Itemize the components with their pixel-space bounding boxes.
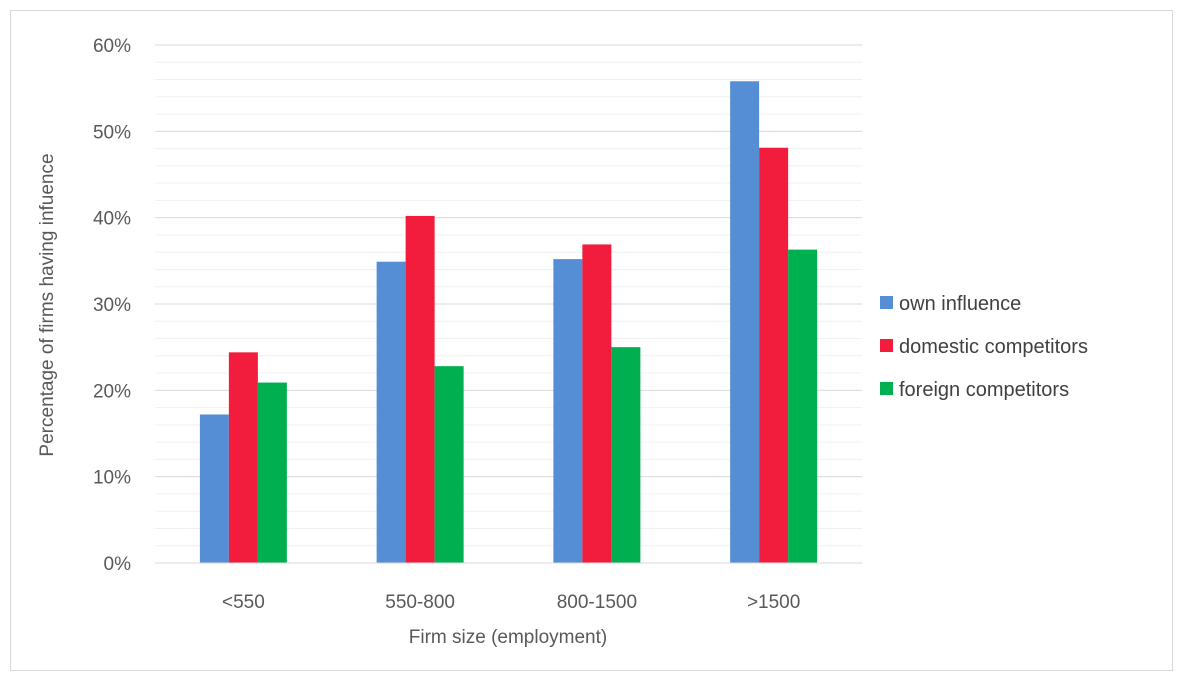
x-tick-label: <550: [222, 592, 265, 613]
bars: [199, 81, 818, 564]
y-tick-label: 50%: [93, 122, 131, 143]
bar-own-influence-1: [376, 261, 406, 563]
y-tick-label: 40%: [93, 209, 131, 230]
y-tick-label: 10%: [93, 468, 131, 489]
axes: 0% 10% 20% 30% 40% 50% 60% <550 550-800 800-1500 >…: [93, 36, 862, 613]
y-tick-label: 0%: [104, 554, 132, 575]
bar-domestic-competitors-3: [759, 147, 789, 563]
bar-own-influence-3: [730, 81, 760, 563]
bar-foreign-competitors-2: [611, 347, 641, 563]
legend-swatch: [880, 382, 893, 395]
y-tick-label: 60%: [93, 36, 131, 57]
x-tick-label: 550-800: [385, 592, 455, 613]
x-tick-label: >1500: [747, 592, 800, 613]
bar-domestic-competitors-0: [228, 352, 258, 563]
y-axis-title: Percentage of firms having infuence: [37, 153, 58, 456]
y-tick-label: 30%: [93, 295, 131, 316]
x-axis-title: Firm size (employment): [409, 627, 607, 648]
legend-label: foreign competitors: [899, 379, 1069, 401]
bar-own-influence-2: [553, 259, 583, 563]
bar-own-influence-0: [199, 414, 229, 563]
legend-label: own influence: [899, 293, 1021, 315]
x-tick-label: 800-1500: [557, 592, 637, 613]
legend-swatch: [880, 339, 893, 352]
bar-domestic-competitors-1: [405, 215, 435, 563]
legend-label: domestic competitors: [899, 336, 1088, 358]
legend-swatch: [880, 296, 893, 309]
y-tick-label: 20%: [93, 381, 131, 402]
bar-domestic-competitors-2: [582, 244, 612, 563]
bar-foreign-competitors-1: [434, 366, 464, 563]
legend: own influence domestic competitors foreign…: [880, 293, 1088, 401]
bar-foreign-competitors-0: [257, 382, 287, 563]
bar-foreign-competitors-3: [788, 249, 818, 564]
